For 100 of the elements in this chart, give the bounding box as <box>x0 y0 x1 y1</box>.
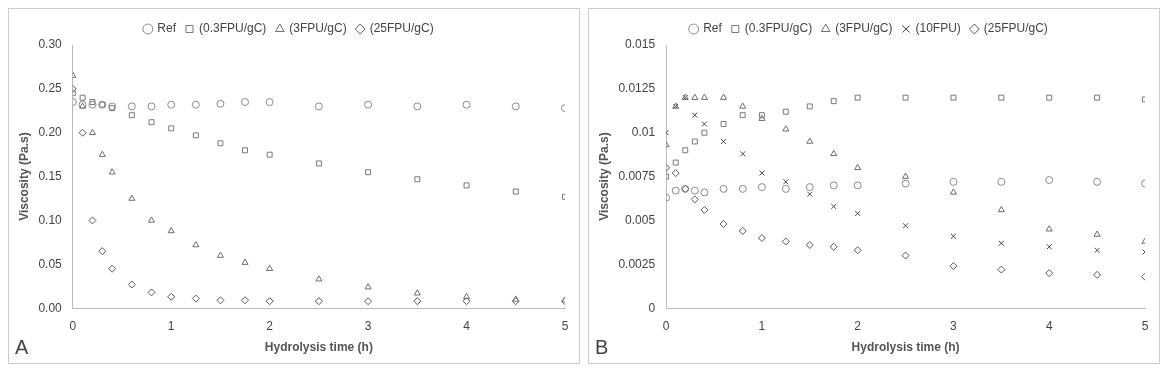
y-tick-label: 0.10 <box>38 212 63 227</box>
point <box>79 94 86 101</box>
x-axis-title: Hydrolysis time (h) <box>851 340 960 355</box>
x-tick-label: 3 <box>364 318 372 333</box>
point <box>191 294 200 303</box>
point <box>266 151 273 158</box>
point <box>806 137 814 144</box>
x-tick-label: 2 <box>266 318 274 333</box>
point <box>462 100 471 109</box>
point <box>781 237 790 246</box>
point <box>191 100 200 109</box>
point <box>1046 243 1053 250</box>
point <box>901 179 910 188</box>
point <box>757 234 766 243</box>
point <box>739 102 747 109</box>
point <box>265 98 274 107</box>
point <box>949 177 958 186</box>
point <box>167 100 176 109</box>
point <box>88 216 97 225</box>
point <box>365 169 372 176</box>
point <box>720 93 728 100</box>
y-axis-title: Viscosity (Pa.s) <box>16 132 31 221</box>
x-tick-label: 0 <box>69 318 77 333</box>
point <box>89 99 96 105</box>
point <box>78 128 87 137</box>
point <box>950 94 957 101</box>
legend-label: (0.3FPU/gC) <box>744 21 813 36</box>
point <box>128 112 135 119</box>
point <box>853 181 862 190</box>
point <box>700 93 708 100</box>
point <box>314 297 323 306</box>
point <box>148 119 155 126</box>
point <box>242 147 249 154</box>
point <box>720 120 727 127</box>
point <box>241 296 250 305</box>
point <box>512 188 519 195</box>
point <box>949 262 958 271</box>
text: A <box>15 336 29 359</box>
point <box>463 182 470 189</box>
point <box>192 241 200 248</box>
point <box>108 264 117 273</box>
point <box>1094 247 1101 254</box>
point <box>414 176 421 183</box>
point <box>782 125 790 132</box>
y-tick-label: 0.0075 <box>618 168 656 183</box>
point <box>700 205 709 214</box>
point <box>997 177 1006 186</box>
x-tick-label: 3 <box>950 318 958 333</box>
point <box>463 292 471 300</box>
point <box>216 99 225 108</box>
point <box>805 183 814 192</box>
point <box>782 108 789 115</box>
point <box>167 292 176 301</box>
point <box>1046 94 1053 101</box>
x-axis-title: Hydrolysis time (h) <box>264 340 373 355</box>
y-tick-label: 0.25 <box>38 81 63 96</box>
point <box>147 288 156 297</box>
point <box>98 150 106 157</box>
point <box>719 219 728 228</box>
point <box>1094 94 1101 101</box>
point <box>806 103 813 110</box>
x-tick-label: 0 <box>662 318 670 333</box>
point <box>781 184 790 193</box>
point <box>998 240 1005 247</box>
point <box>854 94 861 101</box>
point <box>192 132 199 139</box>
y-tick-label: 0.0125 <box>618 81 656 96</box>
point <box>1045 269 1054 278</box>
x-tick-label: 1 <box>758 318 766 333</box>
point <box>997 265 1006 274</box>
point <box>691 93 699 100</box>
point <box>413 289 421 296</box>
y-tick-label: 0 <box>648 300 656 315</box>
point <box>950 233 957 240</box>
point <box>168 125 175 132</box>
point <box>701 129 708 136</box>
point <box>266 264 274 271</box>
point <box>671 169 680 178</box>
legend-label: (0.3FPU/gC) <box>198 21 267 36</box>
point <box>364 297 373 306</box>
legend-label: (3FPU/gC) <box>289 21 347 36</box>
x-tick-label: 5 <box>1141 318 1149 333</box>
point <box>127 102 136 111</box>
point <box>901 251 910 260</box>
point <box>128 194 136 201</box>
y-tick-label: 0.20 <box>38 125 63 140</box>
point <box>511 102 520 111</box>
legend-label: (25FPU/gC) <box>369 21 434 36</box>
x-tick-label: 4 <box>463 318 471 333</box>
point <box>997 205 1005 213</box>
point <box>738 227 747 235</box>
x-tick-label: 2 <box>854 318 862 333</box>
point <box>241 258 249 265</box>
point <box>757 183 766 192</box>
point <box>902 172 910 179</box>
point <box>127 280 136 289</box>
x-tick-label: 4 <box>1045 318 1053 333</box>
legend-label: (3FPU/gC) <box>835 21 893 36</box>
point <box>413 102 422 111</box>
y-tick-label: 0.30 <box>38 37 63 52</box>
